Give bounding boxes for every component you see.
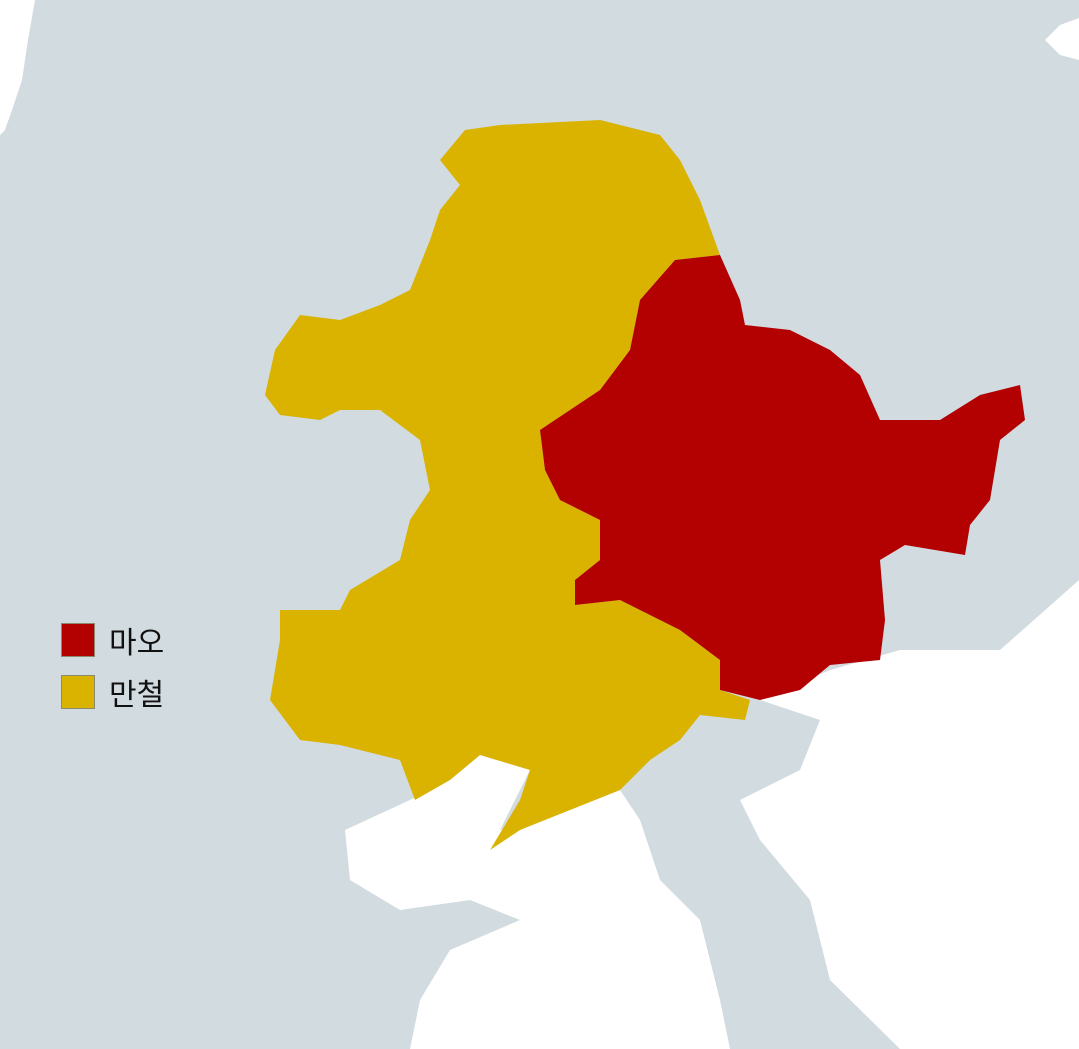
legend-swatch-mantetsu: [61, 675, 95, 709]
legend-item-mantetsu: 만철: [61, 674, 164, 713]
legend-swatch-mao: [61, 623, 95, 657]
sea-top-left: [0, 0, 35, 135]
legend-label: 마오: [109, 626, 165, 661]
legend-label: 만철: [109, 678, 165, 713]
legend-item-mao: 마오: [61, 622, 164, 661]
legend: 마오 만철: [61, 622, 164, 726]
region-mao: [540, 255, 1025, 700]
region-mantetsu: [265, 120, 750, 850]
yellow-sea: [345, 755, 730, 1049]
sea-top-right: [1045, 18, 1079, 60]
east-sea: [740, 580, 1079, 1049]
